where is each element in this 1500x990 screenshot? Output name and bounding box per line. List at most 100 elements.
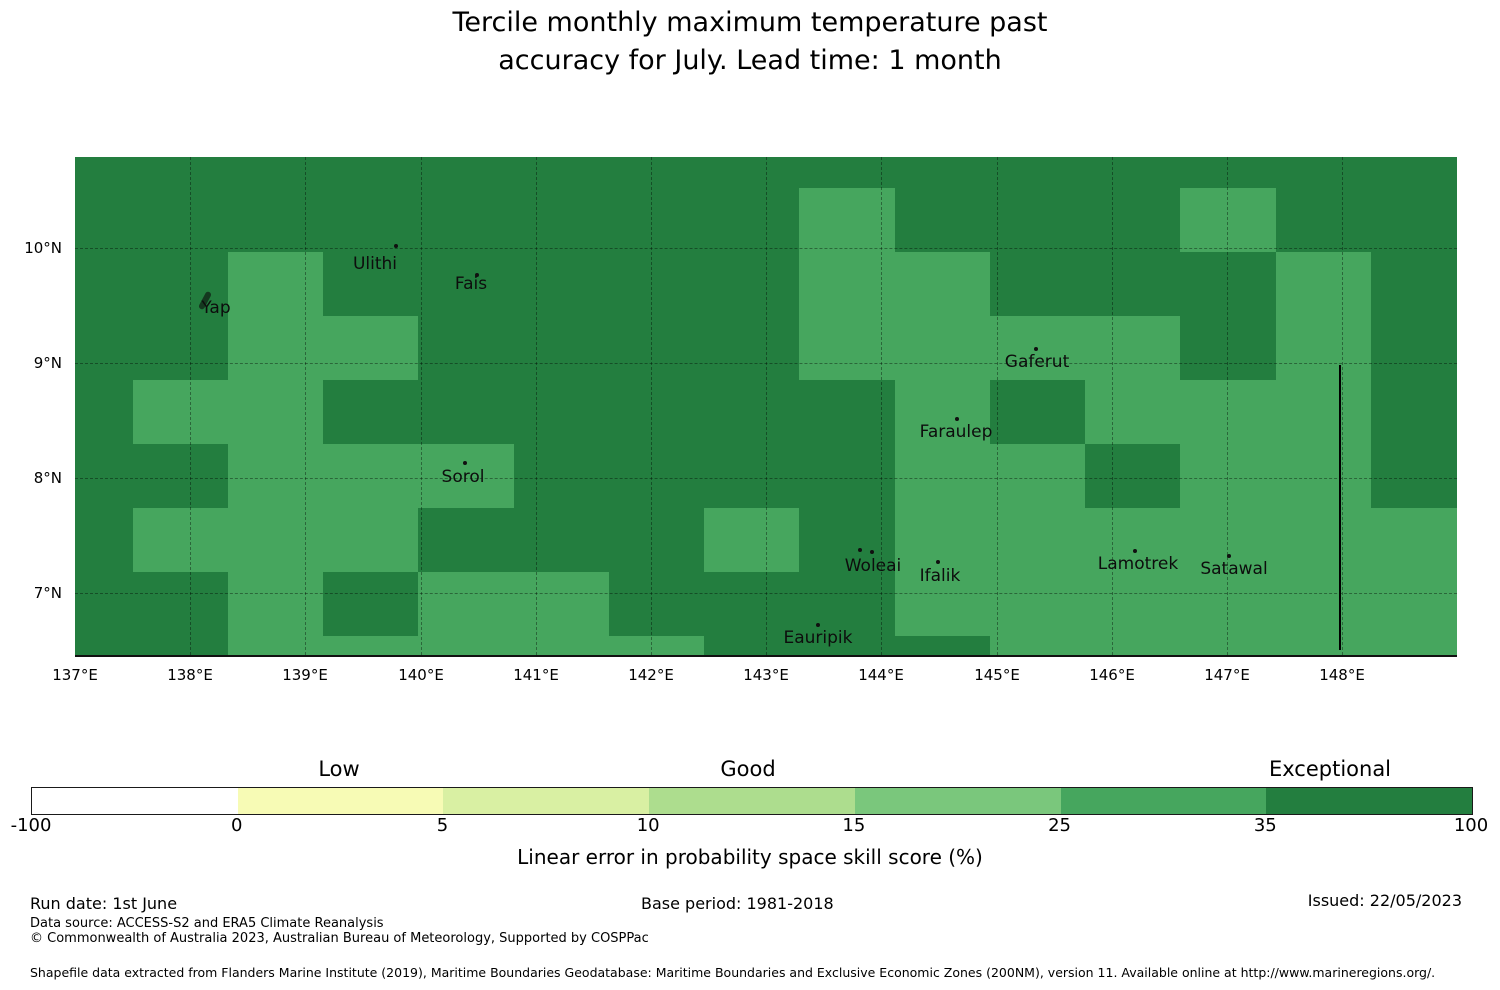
map-cell [704,508,799,572]
island-marker-dot [475,273,479,277]
map-gridline-vertical [1342,157,1343,655]
map-gridline-vertical [536,157,537,655]
island-marker-dot [1133,549,1137,553]
map-cell [323,636,418,655]
map-cell [323,444,418,508]
map-cell [1085,380,1180,444]
map-cell [323,508,418,572]
map-cell [895,252,990,316]
colorbar-tick-label: 0 [230,815,243,836]
x-tick-label: 141°E [513,666,559,684]
data-source-text: Data source: ACCESS-S2 and ERA5 Climate … [30,916,384,931]
colorbar-segment-0-5 [237,788,444,814]
map-cell [1180,572,1276,636]
map-cell [990,508,1085,572]
x-tick-label: 145°E [974,666,1020,684]
colorbar-tick-label: 15 [842,815,866,836]
x-tick-label: 137°E [52,666,98,684]
map-cell [1180,380,1276,444]
chart-title-line2: accuracy for July. Lead time: 1 month [498,45,1002,76]
map-gridline-vertical [1227,157,1228,655]
colorbar-tick-label: 5 [436,815,449,836]
island-marker-dot [816,623,820,627]
island-marker-dot [955,417,959,421]
map-cell [1180,444,1276,508]
colorbar-segment-10-15 [649,788,855,814]
map-cell [1276,444,1371,508]
chart-title: Tercile monthly maximum temperature past… [0,4,1500,80]
map-cell [990,636,1085,655]
island-marker-dot [936,560,940,564]
island-label: Eauripik [783,628,853,648]
colorbar-axis-label: Linear error in probability space skill … [517,845,983,869]
island-label: Woleai [844,556,902,576]
map-cell [1276,508,1371,572]
island-marker-dot [1227,554,1231,558]
map-cell [1180,508,1276,572]
map-cell [1085,572,1180,636]
map-cell [323,316,418,380]
map-gridline-vertical [651,157,652,655]
island-label: Ulithi [352,254,398,274]
island-label: Lamotrek [1097,554,1179,574]
colorbar-segment--100-0 [32,788,238,814]
colorbar-tier-label-low: Low [318,757,360,781]
colorbar-tick-label: -100 [10,815,52,836]
island-label: Fais [454,274,488,294]
map-cell [1371,572,1457,636]
map-cell [609,636,704,655]
map-cell [1371,636,1457,655]
map-gridline-vertical [305,157,306,655]
map-cell [228,316,323,380]
map-cell [228,508,323,572]
x-tick-label: 140°E [398,666,444,684]
map-cell [228,572,323,636]
y-tick-label: 10°N [24,239,62,257]
map-cell [1085,316,1180,380]
map-gridline-horizontal [75,248,1457,249]
colorbar-tick-label: 10 [636,815,660,836]
colorbar-tick-label: 100 [1453,815,1489,836]
map-cell [133,508,228,572]
map-cell [1180,636,1276,655]
map-area: Yap Ulithi Fais Sorol Gaferut Faraulep Woleai I… [75,157,1457,657]
map-cell [1085,636,1180,655]
eez-boundary-line [1339,365,1341,650]
map-gridline-vertical [1112,157,1113,655]
map-cell [895,508,990,572]
island-marker-dot [463,461,467,465]
island-label: Sorol [441,467,485,487]
x-tick-label: 146°E [1089,666,1135,684]
x-tick-label: 148°E [1319,666,1365,684]
map-cell [418,636,514,655]
base-period-text: Base period: 1981-2018 [641,894,834,913]
x-tick-label: 144°E [858,666,904,684]
map-cell [1085,508,1180,572]
map-cell [1371,508,1457,572]
island-marker-dot [394,244,398,248]
map-gridline-vertical [881,157,882,655]
map-cell [514,636,609,655]
colorbar-segment-35-100 [1266,788,1473,814]
run-date-text: Run date: 1st June [30,894,178,913]
map-cell [895,444,990,508]
colorbar-segment-15-25 [854,788,1061,814]
map-gridline-vertical [421,157,422,655]
issued-date-text: Issued: 22/05/2023 [1307,891,1462,910]
map-cell [1276,572,1371,636]
y-tick-label: 8°N [33,469,62,487]
island-label: Ifalik [919,566,961,586]
x-tick-label: 147°E [1204,666,1250,684]
island-label: Yap [201,298,231,318]
map-cell [990,444,1085,508]
map-cell [895,316,990,380]
y-tick-label: 9°N [33,354,62,372]
map-cell [133,380,228,444]
map-cell [418,572,514,636]
colorbar-tick-label: 35 [1253,815,1277,836]
y-tick-label: 7°N [33,584,62,602]
shapefile-attribution-text: Shapefile data extracted from Flanders M… [30,965,1436,980]
island-label: Gaferut [1004,352,1070,372]
map-gridline-vertical [766,157,767,655]
map-cell [895,380,990,444]
